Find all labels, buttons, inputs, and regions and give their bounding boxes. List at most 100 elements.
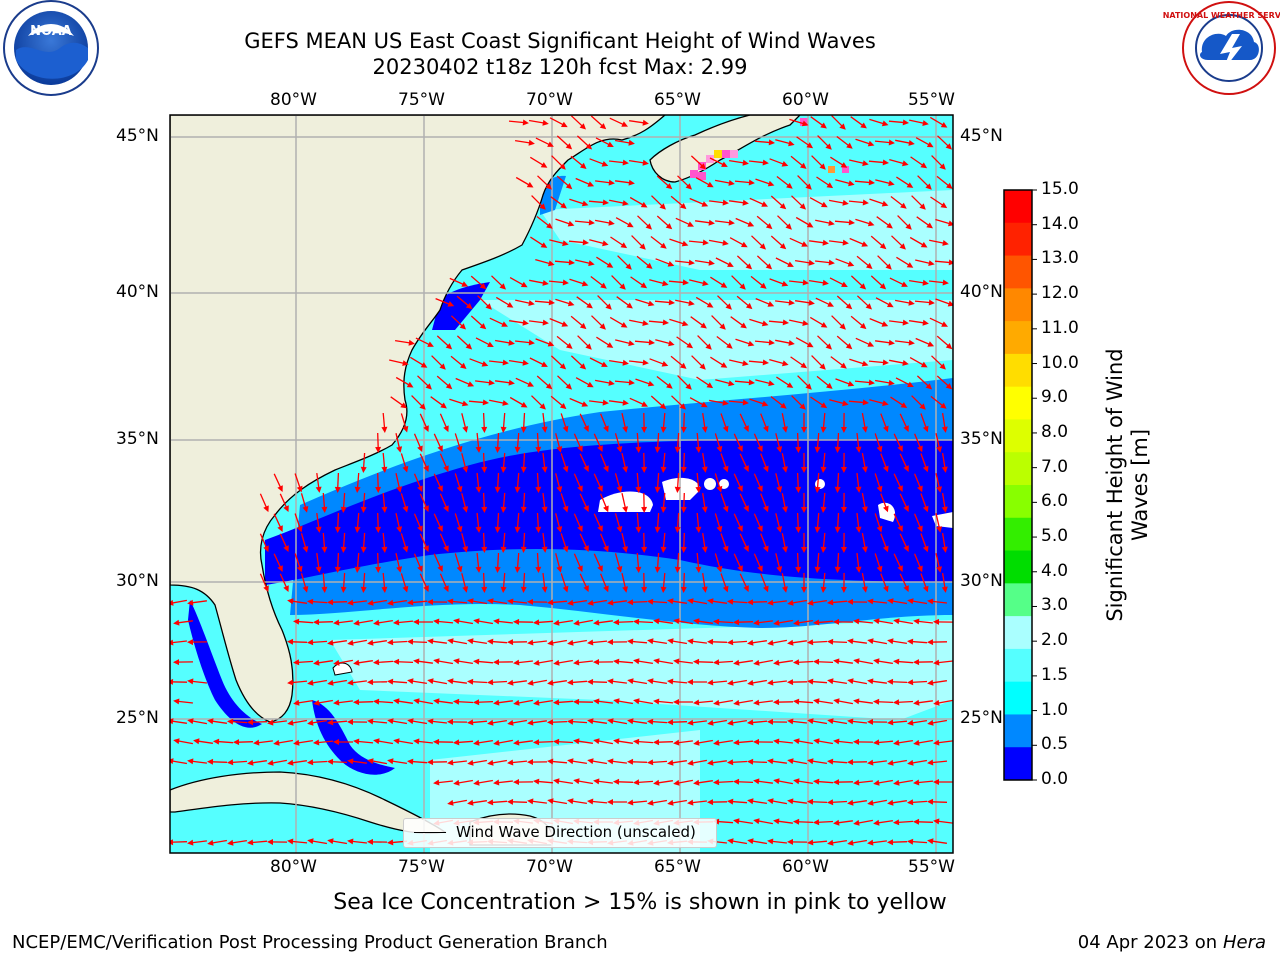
wind-wave-arrowhead [375,486,382,493]
wind-wave-arrowhead [773,699,780,706]
wind-wave-arrowhead [855,446,862,453]
wind-wave-arrowhead [757,445,763,453]
wind-wave-arrowhead [707,181,714,188]
wind-wave-arrowhead [922,505,929,513]
wind-wave-arrowhead [603,545,609,553]
wind-wave-arrowhead [333,659,340,666]
wind-wave-arrowhead [627,678,634,685]
wind-wave-arrowhead [680,546,687,553]
wind-wave-arrowhead [502,359,509,366]
wind-wave-arrowhead [687,719,694,726]
wind-wave-arrowhead [847,759,854,766]
wind-wave-arrowhead [861,506,868,513]
wind-wave-arrowhead [902,160,909,167]
wind-wave-arrowhead [727,679,734,686]
wind-wave-arrowhead [753,699,760,706]
lat-tick-left: 30°N [116,571,159,591]
wind-wave-arrowhead [907,638,914,645]
wind-wave-arrowhead [481,361,489,367]
wind-wave-arrowhead [588,260,595,267]
wind-wave-arrowhead [413,738,420,745]
colorbar-tick-label: 12.0 [1041,283,1079,304]
wind-wave-arrowhead [907,759,914,766]
wind-wave-arrowhead [287,638,294,645]
wind-wave-arrowhead [699,163,707,170]
wind-wave-arrowhead [482,399,489,406]
wind-wave-arrowhead [187,599,194,606]
wind-wave-arrowhead [547,719,554,726]
wind-wave-arrowhead [866,262,873,269]
wind-wave-arrowhead [702,280,709,287]
wind-wave-arrowhead [827,599,834,606]
lat-tick-right: 45°N [960,126,1003,146]
chart-title: GEFS MEAN US East Coast Significant Heig… [244,29,876,53]
wind-wave-arrowhead [753,818,760,825]
wind-wave-arrowhead [833,779,840,786]
wind-wave-arrowhead [801,120,809,127]
wind-wave-arrowhead [737,525,743,532]
wind-wave-arrowhead [654,566,661,573]
wind-wave-arrowhead [728,180,735,186]
wind-wave-arrowhead [807,678,814,685]
wind-wave-arrowhead [827,839,834,846]
wind-wave-arrowhead [826,182,834,189]
wind-wave-arrowhead [267,719,274,726]
wind-wave-arrowhead [423,505,429,512]
wind-wave-arrowhead [768,139,775,146]
wind-wave-arrowhead [353,699,360,706]
wind-wave-arrowhead [642,159,649,166]
lon-tick-bottom: 55°W [908,857,955,877]
wind-wave-arrowhead [387,639,394,646]
wind-wave-arrowhead [887,799,894,806]
wind-wave-arrowhead [840,467,847,473]
lat-tick-right: 40°N [960,282,1003,302]
wind-wave-arrowhead [340,586,347,593]
wind-wave-arrowhead [625,263,632,270]
wind-wave-arrowhead [360,586,367,593]
wind-wave-arrowhead [841,281,848,287]
wind-wave-arrowhead [616,526,623,533]
colorbar-tick-label: 11.0 [1041,317,1079,338]
wind-wave-arrowhead [902,319,909,326]
wind-wave-arrowhead [659,403,667,410]
wind-wave-arrowhead [927,719,934,726]
wind-wave-arrowhead [542,280,549,286]
wind-wave-arrowhead [840,162,848,168]
wind-wave-arrowhead [267,759,274,766]
wind-wave-arrowhead [936,526,942,533]
wind-wave-arrowhead [788,140,795,147]
wind-wave-arrowhead [807,718,814,725]
wind-wave-arrowhead [882,400,889,407]
wind-wave-arrowhead [407,678,414,685]
wind-wave-arrowhead [827,638,834,645]
wind-wave-arrowhead [760,282,767,289]
wind-wave-arrowhead [685,183,692,190]
wind-wave-arrowhead [913,739,920,746]
wind-wave-arrowhead [407,599,414,606]
wind-wave-arrowhead [622,399,629,406]
wind-wave-arrowhead [707,679,714,686]
wind-wave-arrowhead [467,799,474,806]
wind-wave-arrowhead [713,618,720,625]
wind-wave-arrowhead [473,779,480,786]
wind-wave-arrowhead [786,182,793,189]
wind-wave-arrowhead [527,381,534,387]
wind-wave-arrowhead [861,466,868,473]
lon-tick-top: 80°W [270,90,317,110]
wind-wave-arrowhead [665,223,673,230]
wind-wave-arrowhead [647,759,654,766]
wind-wave-arrowhead [577,525,583,533]
wind-wave-arrowhead [867,759,874,766]
wind-wave-arrowhead [487,679,494,686]
wind-wave-arrowhead [548,260,555,267]
wind-wave-arrowhead [927,639,934,646]
wind-wave-arrowhead [763,545,769,553]
wind-wave-arrowhead [207,718,214,725]
wind-wave-arrowhead [381,466,388,473]
wind-wave-arrowhead [607,758,614,765]
wind-wave-arrowhead [660,506,667,513]
wind-wave-arrowhead [513,699,520,706]
wind-wave-arrowhead [693,779,700,786]
wind-wave-arrowhead [647,638,654,645]
wind-wave-arrowhead [713,699,720,706]
